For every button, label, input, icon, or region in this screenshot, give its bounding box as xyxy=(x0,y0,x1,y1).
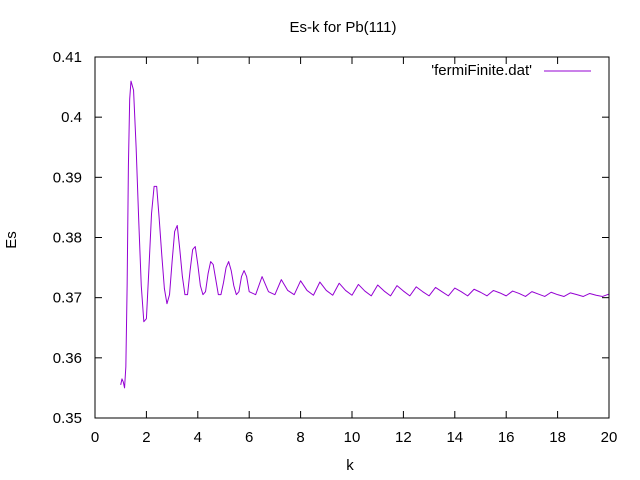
y-tick-label: 0.41 xyxy=(53,49,82,66)
chart-title: Es-k for Pb(111) xyxy=(290,19,397,36)
y-tick-label: 0.38 xyxy=(53,230,82,247)
axis-ticks: 0 2 4 6 8 10 12 14 16 18 20 0.35 0.36 0.37 0.38 0.39 0.4… xyxy=(53,49,618,446)
x-tick-label: 18 xyxy=(549,429,566,446)
x-tick-label: 8 xyxy=(296,429,304,446)
y-axis-label: Es xyxy=(3,231,20,249)
x-tick-label: 16 xyxy=(498,429,515,446)
legend-label: 'fermiFinite.dat' xyxy=(431,62,532,79)
y-tick-label: 0.37 xyxy=(53,290,82,307)
x-axis-label: k xyxy=(346,457,354,474)
x-tick-label: 10 xyxy=(344,429,361,446)
x-tick-label: 14 xyxy=(446,429,463,446)
y-tick-label: 0.35 xyxy=(53,410,82,427)
x-tick-label: 2 xyxy=(142,429,150,446)
y-tick-label: 0.39 xyxy=(53,169,82,186)
x-tick-label: 12 xyxy=(395,429,412,446)
y-tick-label: 0.36 xyxy=(53,350,82,367)
series-line xyxy=(120,80,610,389)
x-tick-label: 6 xyxy=(245,429,253,446)
x-tick-label: 0 xyxy=(91,429,99,446)
series-layer xyxy=(120,80,610,389)
x-tick-label: 4 xyxy=(194,429,202,446)
legend: 'fermiFinite.dat' xyxy=(431,62,591,79)
x-tick-label: 20 xyxy=(601,429,618,446)
plot-frame xyxy=(94,56,610,419)
y-tick-label: 0.4 xyxy=(61,109,82,126)
